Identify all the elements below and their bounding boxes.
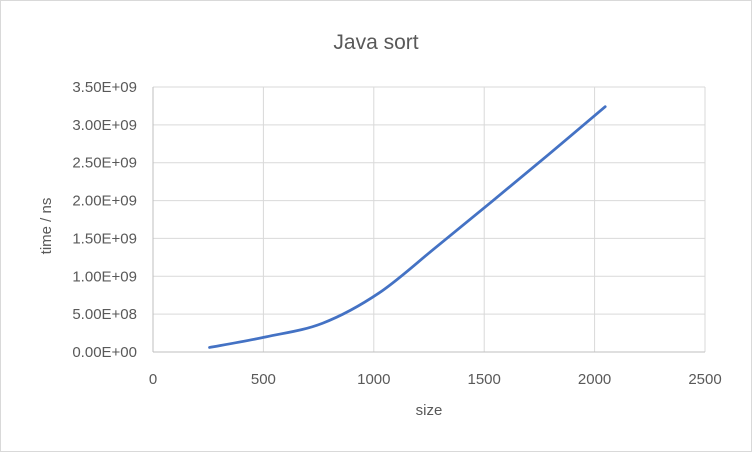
y-tick-label: 5.00E+08 [72, 306, 137, 323]
x-tick-label: 1000 [357, 371, 390, 388]
y-tick-label: 3.50E+09 [72, 79, 137, 96]
x-axis-title: size [416, 402, 443, 419]
chart-title: Java sort [333, 31, 418, 54]
series-layer [208, 105, 607, 349]
axes [152, 87, 705, 353]
y-tick-label: 3.00E+09 [72, 117, 137, 134]
y-tick-label: 1.50E+09 [72, 230, 137, 247]
gridlines [153, 86, 706, 352]
y-tick-label: 0.00E+00 [72, 344, 137, 361]
x-tick-label: 0 [149, 371, 157, 388]
x-tick-label: 2500 [688, 371, 721, 388]
y-tick-label: 2.00E+09 [72, 193, 137, 210]
y-tick-label: 1.00E+09 [72, 268, 137, 285]
y-tick-label: 2.50E+09 [72, 155, 137, 172]
series-line [208, 105, 607, 349]
y-axis-title: time / ns [38, 198, 55, 255]
x-tick-labels: 0 500 1000 1500 2000 2500 [149, 371, 722, 388]
x-tick-label: 500 [251, 371, 276, 388]
y-tick-labels: 0.00E+00 5.00E+08 1.00E+09 1.50E+09 2.00E+09… [72, 79, 137, 361]
x-tick-label: 1500 [468, 371, 501, 388]
x-tick-label: 2000 [578, 371, 611, 388]
